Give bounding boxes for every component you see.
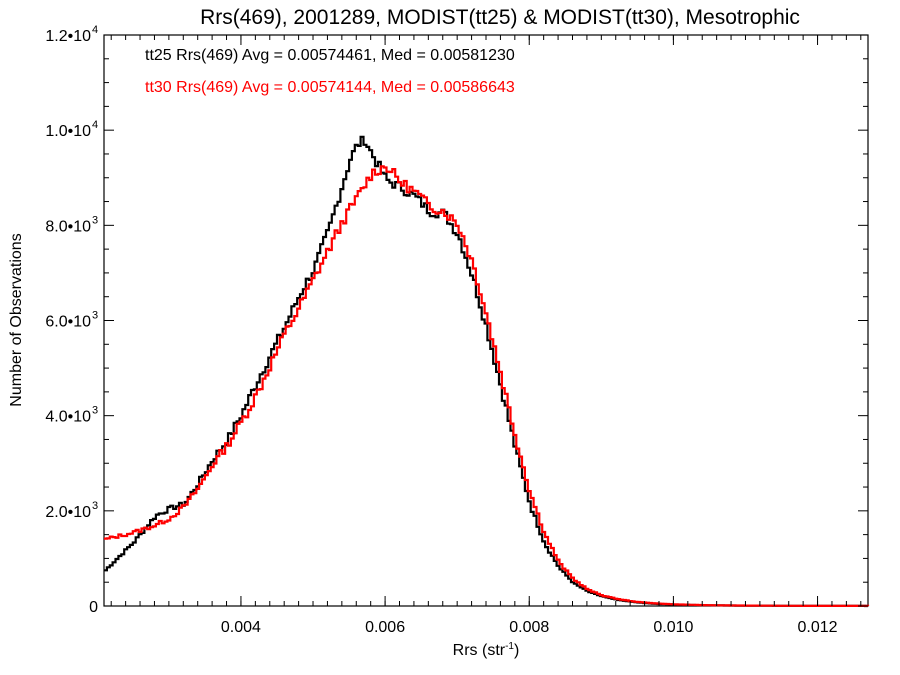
x-axis-label-close: ) xyxy=(514,642,519,659)
y-axis-label: Number of Observations xyxy=(8,233,25,406)
y-tick-label: 1.2•10 xyxy=(45,28,91,45)
annotation-tt30: tt30 Rrs(469) Avg = 0.00574144, Med = 0.… xyxy=(145,79,515,96)
x-tick-label: 0.004 xyxy=(221,619,261,636)
y-tick-label: 2.0•10 xyxy=(45,504,91,521)
y-tick-exponent: 3 xyxy=(92,500,98,512)
y-tick-label: 4.0•10 xyxy=(45,409,91,426)
annotation-tt25: tt25 Rrs(469) Avg = 0.00574461, Med = 0.… xyxy=(145,47,515,64)
x-axis-label-base: Rrs (str xyxy=(453,642,506,659)
y-tick-exponent: 3 xyxy=(92,405,98,417)
y-tick-exponent: 4 xyxy=(92,119,98,131)
x-tick-label: 0.008 xyxy=(509,619,549,636)
series-line-0 xyxy=(104,135,868,608)
y-tick-exponent: 3 xyxy=(92,310,98,322)
x-tick-label: 0.006 xyxy=(365,619,405,636)
series-layer xyxy=(104,135,870,608)
y-tick-exponent: 4 xyxy=(92,24,98,36)
plot-frame xyxy=(103,34,869,607)
y-tick-label: 1.0•10 xyxy=(45,123,91,140)
x-axis-label: Rrs (str-1) xyxy=(453,641,520,659)
chart-title: Rrs(469), 2001289, MODIST(tt25) & MODIST… xyxy=(200,6,800,29)
y-tick-label: 0 xyxy=(89,599,98,616)
series-line-1 xyxy=(104,165,870,607)
x-tick-label: 0.010 xyxy=(653,619,693,636)
x-axis-label-sup: -1 xyxy=(505,641,514,652)
x-tick-label: 0.012 xyxy=(798,619,838,636)
y-tick-label: 8.0•10 xyxy=(45,218,91,235)
x-axis: 0.004 0.006 0.008 0.010 0.012 xyxy=(110,35,862,636)
plot-border xyxy=(103,34,869,607)
y-tick-label: 6.0•10 xyxy=(45,314,91,331)
y-axis: 02.0•10 34.0•10 36.0•10 38.0•10 31.0•10 41.2•… xyxy=(45,24,868,616)
y-tick-exponent: 3 xyxy=(92,214,98,226)
